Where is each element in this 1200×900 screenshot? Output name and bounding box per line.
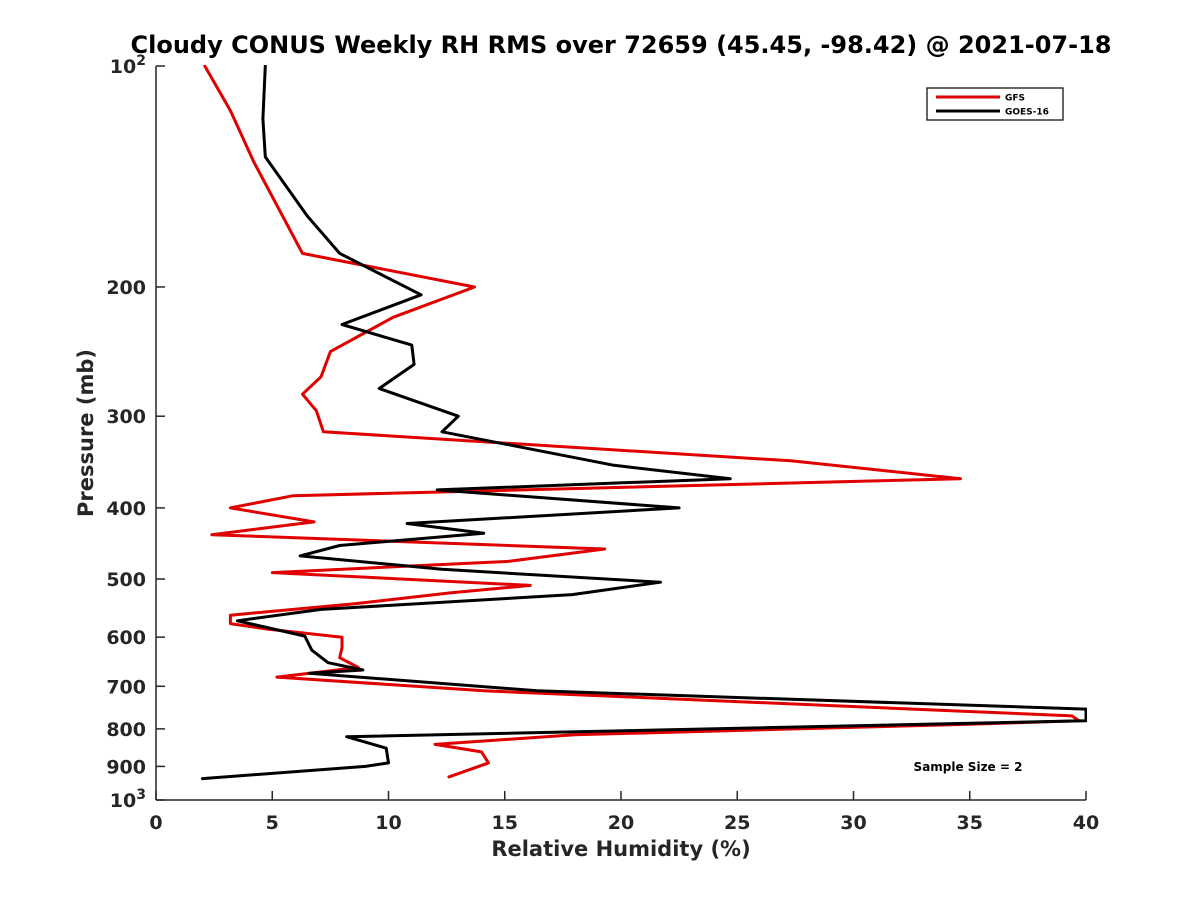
- y-tick-label: 500: [106, 569, 146, 591]
- x-tick-label: 10: [375, 812, 401, 834]
- x-tick-label: 0: [149, 812, 162, 834]
- chart-title: Cloudy CONUS Weekly RH RMS over 72659 (4…: [131, 31, 1112, 59]
- y-tick-label: 300: [106, 406, 146, 428]
- y-tick-label: 800: [106, 719, 146, 741]
- y-tick-label: 200: [106, 277, 146, 299]
- legend: GFS GOES-16: [926, 87, 1064, 121]
- x-tick-label: 25: [724, 812, 750, 834]
- x-tick-label: 5: [266, 812, 279, 834]
- sample-size-note: Sample Size = 2: [914, 760, 1023, 774]
- x-tick-label: 30: [840, 812, 866, 834]
- y-tick-label: 400: [106, 498, 146, 520]
- x-axis-title: Relative Humidity (%): [491, 837, 750, 861]
- legend-box: [926, 87, 1064, 121]
- x-tick-label: 40: [1073, 812, 1099, 834]
- y-tick-label: 600: [106, 627, 146, 649]
- series-line-goes-16: [201, 65, 1087, 781]
- y-tick-label: 103: [110, 787, 146, 812]
- y-tick-label: 700: [106, 676, 146, 698]
- x-tick-label: 35: [957, 812, 983, 834]
- series-line-gfs: [203, 65, 1081, 779]
- y-tick-label: 900: [106, 756, 146, 778]
- legend-label: GFS: [1005, 94, 1025, 104]
- y-tick-label: 102: [110, 53, 146, 78]
- x-tick-label: 20: [608, 812, 634, 834]
- plot-area: 0 5 10 15 20 25 30 35 40 102 200 300 400 500 600 700 800…: [106, 53, 1099, 834]
- x-tick-label: 15: [492, 812, 518, 834]
- series-group: [201, 65, 1087, 781]
- legend-label: GOES-16: [1005, 108, 1049, 118]
- y-axis-title: Pressure (mb): [74, 349, 98, 517]
